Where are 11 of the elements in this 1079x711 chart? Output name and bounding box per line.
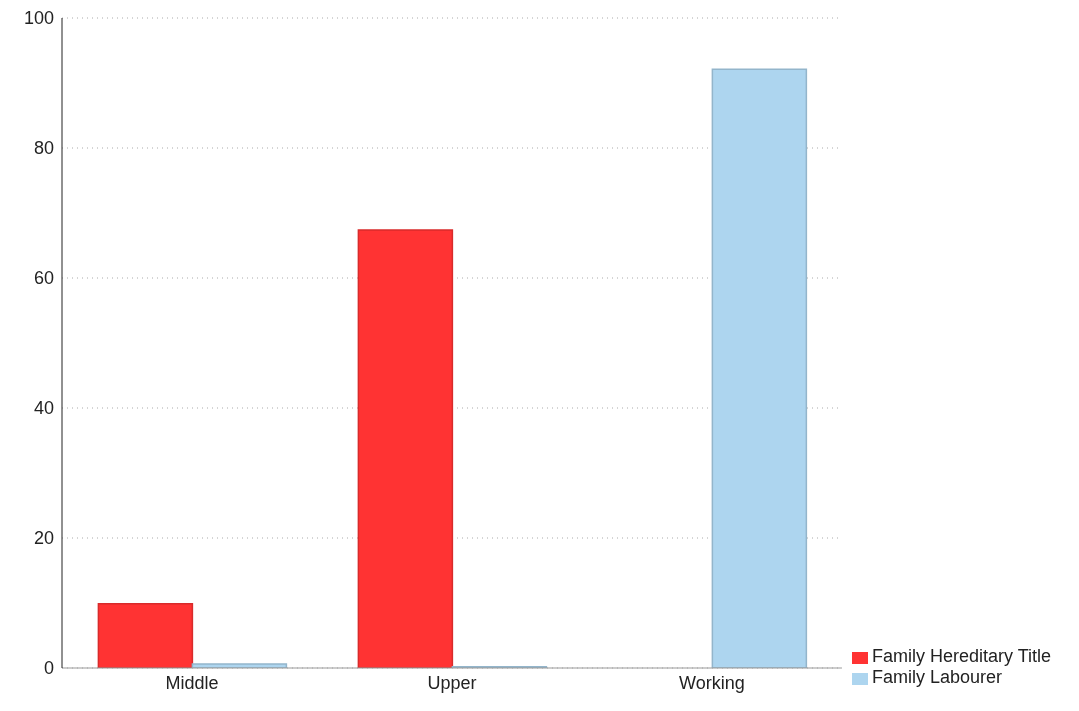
x-tick-label: Middle <box>165 672 219 693</box>
y-tick-label: 20 <box>33 528 54 549</box>
y-tick-label: 60 <box>33 268 54 289</box>
x-tick-label: Upper <box>427 672 477 693</box>
y-tick-label: 100 <box>23 8 54 29</box>
x-tick-label: Working <box>679 672 745 693</box>
legend-label: Family Hereditary Title <box>871 646 1051 666</box>
y-tick-label: 80 <box>33 138 54 159</box>
y-tick-label: 0 <box>43 658 54 679</box>
y-tick-label: 40 <box>33 398 54 419</box>
legend-label: Family Labourer <box>871 667 1003 687</box>
